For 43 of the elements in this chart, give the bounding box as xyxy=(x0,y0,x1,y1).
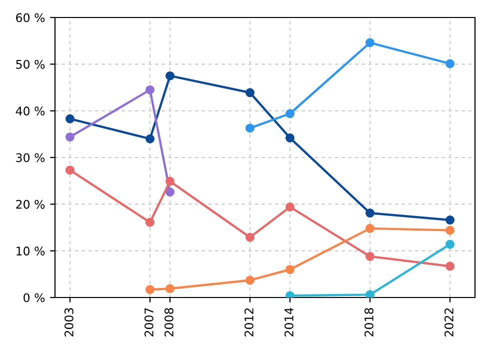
x-tick-label: 2014 xyxy=(284,308,294,336)
point xyxy=(285,109,295,118)
point xyxy=(165,71,175,80)
x-tick-label: 2008 xyxy=(164,308,174,336)
y-tick-label: 40 % xyxy=(16,106,45,116)
point xyxy=(445,59,455,68)
y-tick-label: 0 % xyxy=(24,293,45,302)
point xyxy=(165,284,175,294)
point xyxy=(365,290,375,298)
point xyxy=(365,38,375,48)
y-tick-label: 50 % xyxy=(16,60,45,69)
point xyxy=(285,133,295,142)
point xyxy=(145,285,155,294)
x-tick-label: 2012 xyxy=(244,308,254,336)
x-tick-label: 2007 xyxy=(144,308,154,336)
point xyxy=(245,124,255,133)
point xyxy=(145,85,155,94)
point xyxy=(245,232,255,242)
point xyxy=(285,202,295,212)
y-tick-label: 30 % xyxy=(16,153,45,162)
x-tick-label: 2003 xyxy=(64,308,74,336)
point xyxy=(445,262,455,271)
point xyxy=(365,224,375,233)
point xyxy=(365,252,375,261)
x-tick-label: 2018 xyxy=(364,308,374,336)
point xyxy=(245,276,255,285)
y-tick-label: 60 % xyxy=(16,13,45,22)
point xyxy=(65,114,75,124)
point xyxy=(285,264,295,274)
point xyxy=(245,88,255,98)
point xyxy=(445,240,455,249)
point xyxy=(365,208,375,218)
point xyxy=(65,166,75,175)
point xyxy=(145,218,155,227)
y-tick-label: 20 % xyxy=(16,200,45,209)
y-tick-label: 10 % xyxy=(16,246,45,256)
point xyxy=(65,132,75,142)
point xyxy=(445,226,455,235)
x-tick-label: 2022 xyxy=(444,308,454,336)
point xyxy=(145,134,155,144)
point xyxy=(445,216,455,225)
point xyxy=(165,176,175,186)
point xyxy=(165,188,175,197)
